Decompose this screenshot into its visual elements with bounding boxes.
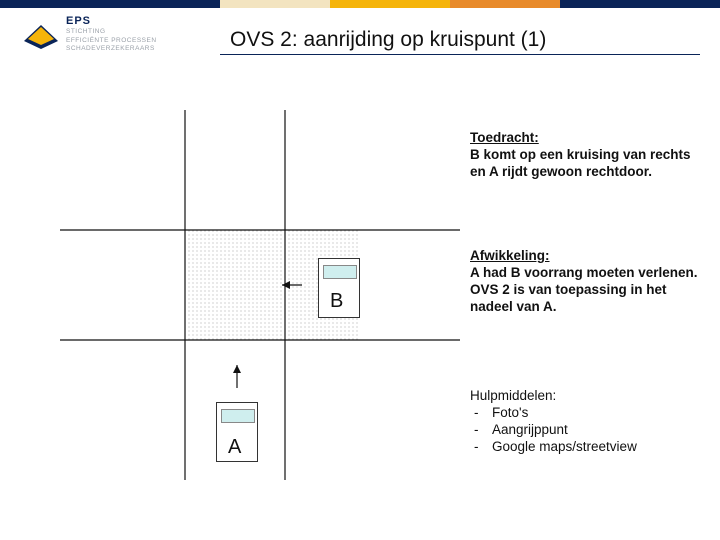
hulpmiddelen-heading: Hulpmiddelen: [470, 388, 556, 403]
topbar-accent [450, 0, 560, 8]
afwikkeling-block: Afwikkeling: A had B voorrang moeten ver… [470, 248, 700, 316]
logo-sub2: EFFICIËNTE PROCESSEN [66, 38, 157, 45]
logo-sub1: STICHTING [66, 29, 157, 36]
hulpmiddelen-block: Hulpmiddelen: Foto'sAangrijppuntGoogle m… [470, 388, 700, 456]
hulpmiddelen-item: Google maps/streetview [470, 439, 700, 456]
logo-eps: EPS [66, 16, 157, 27]
header-rule [220, 54, 700, 55]
hulpmiddelen-item: Aangrijppunt [470, 422, 700, 439]
toedracht-heading: Toedracht: [470, 130, 539, 145]
logo-mark [24, 19, 58, 49]
vehicle-a-label: A [228, 436, 241, 459]
slide-root: EPS STICHTING EFFICIËNTE PROCESSEN SCHAD… [0, 0, 720, 540]
topbar [0, 0, 720, 8]
afwikkeling-heading: Afwikkeling: [470, 248, 550, 263]
logo: EPS STICHTING EFFICIËNTE PROCESSEN SCHAD… [24, 16, 157, 53]
vehicle-b-label: B [330, 290, 343, 313]
logo-sub3: SCHADEVERZEKERAARS [66, 46, 157, 53]
toedracht-block: Toedracht: B komt op een kruising van re… [470, 130, 700, 181]
logo-text: EPS STICHTING EFFICIËNTE PROCESSEN SCHAD… [66, 16, 157, 53]
diagram-svg [60, 110, 460, 490]
topbar-accent [330, 0, 450, 8]
hulpmiddelen-item: Foto's [470, 405, 700, 422]
afwikkeling-body: A had B voorrang moeten verlenen.OVS 2 i… [470, 265, 698, 314]
page-title: OVS 2: aanrijding op kruispunt (1) [230, 28, 546, 52]
topbar-accent [220, 0, 330, 8]
toedracht-body: B komt op een kruising van rechts en A r… [470, 147, 691, 179]
hulpmiddelen-list: Foto'sAangrijppuntGoogle maps/streetview [470, 405, 700, 456]
vehicle-b-window [323, 265, 357, 279]
intersection-diagram: B A [60, 110, 460, 490]
vehicle-a-window [221, 409, 255, 423]
